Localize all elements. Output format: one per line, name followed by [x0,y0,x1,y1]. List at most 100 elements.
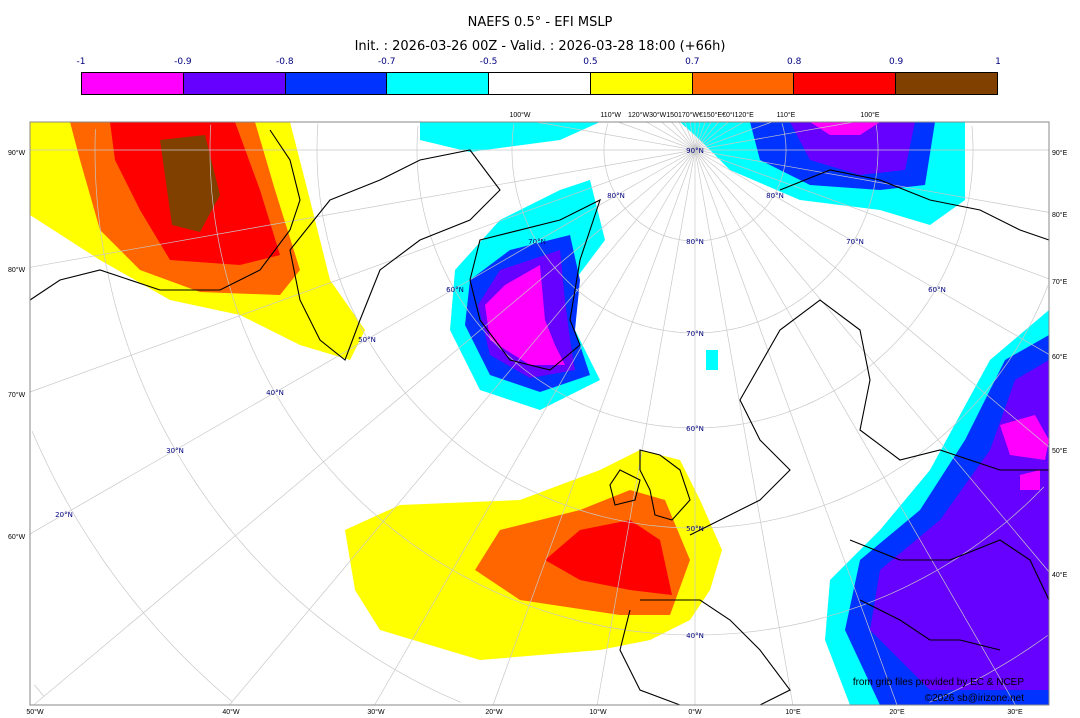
copyright: ©2026 sb@irizone.net [925,693,1024,704]
meridian [694,121,744,151]
parallel [694,285,1049,529]
anomaly-area [545,520,672,595]
parallel [31,431,233,702]
coastline [609,469,641,506]
anomaly-area [706,350,718,370]
parallel [94,129,461,703]
latitude-label: 80°N [686,238,704,246]
meridian [694,149,1050,448]
meridian [694,149,1016,706]
anomaly-area [160,135,220,232]
meridian [694,149,1050,355]
meridian [661,121,696,151]
meridian [374,149,696,706]
colorbar-swatch [285,73,388,94]
meridian [694,121,706,151]
parallel [929,635,1048,703]
parallel [695,124,879,334]
meridian [596,149,696,706]
coastline [639,449,691,521]
axis-label: 90°E [1052,149,1068,157]
colorbar-tick-label: -0.7 [377,57,396,67]
parallel [695,123,787,242]
map-title: NAEFS 0.5° - EFI MSLP [467,15,613,30]
colorbar-tick-label: -1 [76,57,86,67]
axis-label: 30°W [367,708,385,716]
latitude-label: 70°N [528,238,546,246]
colorbar-swatch [387,73,490,94]
latitude-label: 40°N [266,389,284,397]
meridian [694,149,794,706]
latitude-label: 40°N [686,632,704,640]
anomaly-area [870,360,1049,690]
colorbar-tick-label: 0.5 [583,57,598,67]
parallel [511,124,695,334]
meridian [694,121,701,151]
axis-label: 90°W [8,149,26,157]
axis-label: 40°W [222,708,240,716]
meridian [678,121,696,151]
colorbar-tick-label: 0.8 [787,57,802,67]
axis-label: 80°E [1052,211,1068,219]
latitude-label: 60°N [686,425,704,433]
parallel [603,123,695,242]
latitude-label: 30°N [166,447,184,455]
parallel [34,684,45,697]
colorbar-tick-label: 1 [995,57,1001,67]
meridian [29,149,696,393]
meridian [33,149,696,706]
coastline [849,539,1050,601]
axis-label: 60°E [1052,353,1068,361]
latitude-label: 80°N [766,192,784,200]
colorbar-tick-label: -0.8 [275,57,294,67]
meridian [536,121,696,151]
colorbar-tick-label: 0.7 [685,57,700,67]
axis-label: 100°E [860,111,879,119]
meridian [492,149,696,706]
latitude-labels: 90°N 80°N 70°N 60°N 50°N 40°N 50°N 40°N 30°N 20°N… [55,147,946,640]
axis-label: 10°W [589,708,607,716]
colorbar-swatch [183,73,286,94]
coastlines [29,129,1050,706]
latitude-label: 20°N [55,511,73,519]
axis-label: 60°W [8,533,26,541]
parallel [694,486,1045,636]
colorbar-tick-label: -0.5 [479,57,498,67]
meridian [694,121,854,151]
latitude-label: 90°N [686,147,704,155]
axis-label: 30°E [1007,708,1023,716]
meridian [229,149,696,706]
coastline [859,599,1001,651]
meridian [694,149,1050,213]
axis-label: 10°E [785,708,801,716]
meridian [29,149,696,535]
parallel [695,125,974,429]
axis-label: 80°W [8,266,26,274]
axis-label: 70°W [8,391,26,399]
axis-label: 110°E [777,111,796,119]
coastline [640,599,791,706]
meridian [617,121,696,151]
meridian [29,149,696,268]
meridian [671,121,696,151]
parallel [316,123,696,529]
axis-label: 0°W [688,708,702,716]
axis-label: 20°E [889,708,905,716]
meridian [694,149,898,706]
colorbar-legend [81,72,998,95]
axis-label: 50°W [26,708,44,716]
map-frame [29,121,1050,706]
latitude-label: 70°N [686,330,704,338]
colorbar-tick-label: -0.9 [174,57,192,67]
colorbar-swatch [794,73,897,94]
parallel [209,124,696,636]
latitude-label: 60°N [928,286,946,294]
anomaly-area [1000,415,1049,460]
data-credit: from grib files provided by EC & NCEP [853,677,1025,688]
axis-label: 110°W [600,111,621,119]
coastline [289,149,501,361]
anomaly-area [810,122,880,135]
map-subtitle: Init. : 2026-03-26 00Z - Valid. : 2026-0… [354,39,726,54]
graticule [29,121,1050,706]
